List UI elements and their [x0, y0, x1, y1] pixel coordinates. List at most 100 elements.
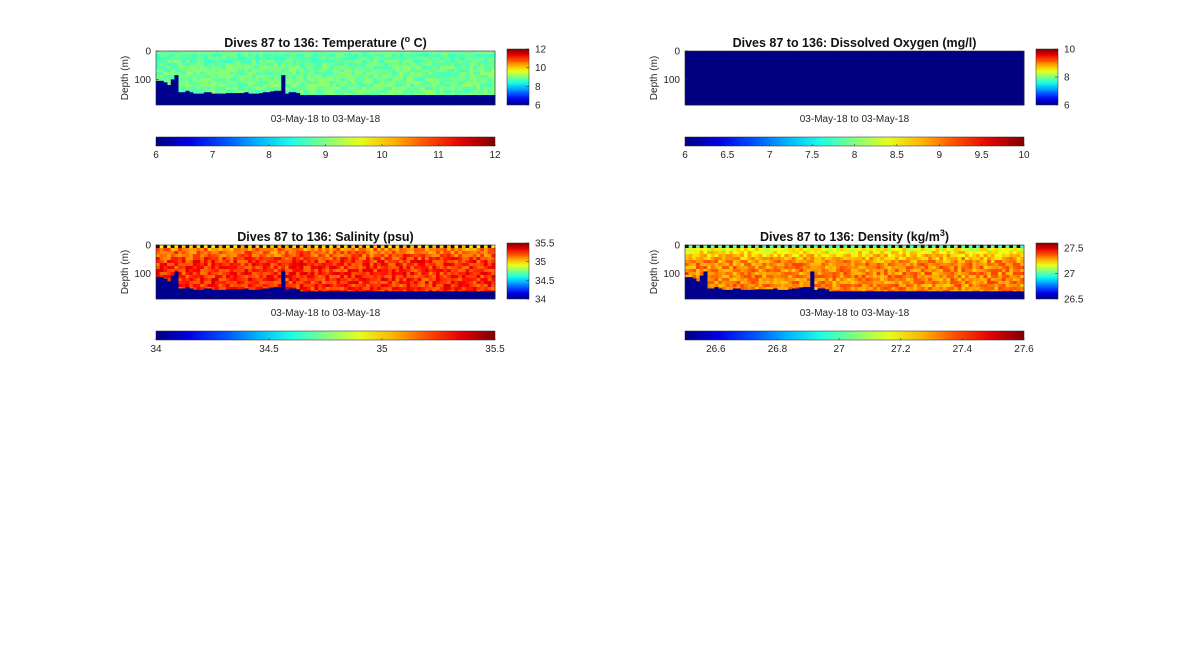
heatmap-cell [483, 84, 489, 88]
heatmap-cell [178, 75, 183, 79]
heatmap-cell [788, 60, 793, 64]
heatmap-cell [288, 257, 293, 261]
heatmap-cell [836, 72, 841, 76]
colorbar-tick-label: 7 [210, 150, 216, 161]
heatmap-cell [303, 251, 308, 255]
heatmap-cell [181, 72, 186, 76]
heatmap-cell [299, 87, 304, 91]
heatmap-cell [769, 81, 774, 85]
heatmap-cell [310, 69, 315, 73]
heatmap-cell [222, 81, 227, 85]
heatmap-cell [487, 93, 492, 97]
heatmap-cell [299, 278, 304, 282]
heatmap-cell [791, 81, 796, 85]
heatmap-cell [469, 51, 474, 55]
heatmap-cell [472, 93, 477, 97]
heatmap-cell [391, 248, 396, 252]
heatmap-cell [406, 248, 411, 252]
heatmap-cell [259, 284, 264, 288]
heatmap-cell [218, 87, 223, 91]
heatmap-cell [351, 266, 356, 270]
heatmap-cell [968, 51, 973, 55]
heatmap-cell [240, 84, 245, 88]
heatmap-cell [156, 66, 161, 70]
heatmap-cell [421, 257, 426, 261]
heatmap-cell [417, 78, 422, 82]
heatmap-cell [196, 63, 201, 67]
heatmap-cell [413, 84, 419, 88]
heatmap-cell [836, 54, 841, 58]
heatmap-cell [299, 93, 304, 97]
no-data-column [244, 92, 249, 105]
heatmap-cell [248, 75, 253, 79]
heatmap-cell [428, 81, 433, 85]
heatmap-cell [340, 260, 345, 264]
heatmap-cell [721, 81, 726, 85]
heatmap-cell [703, 72, 708, 76]
heatmap-cell [214, 54, 220, 58]
heatmap-cell [821, 99, 826, 103]
heatmap-cell [432, 284, 437, 288]
heatmap-cell [802, 102, 807, 106]
heatmap-cell [299, 90, 304, 94]
heatmap-cell [377, 90, 382, 94]
heatmap-cell [743, 84, 749, 88]
heatmap-cell [876, 66, 881, 70]
heatmap-cell [979, 57, 984, 61]
heatmap-cell [998, 90, 1003, 94]
heatmap-cell [218, 63, 223, 67]
heatmap-cell [156, 60, 161, 64]
heatmap-cell [443, 278, 448, 282]
heatmap-cell [935, 102, 940, 106]
heatmap-cell [465, 54, 470, 58]
heatmap-cell [362, 260, 367, 264]
heatmap-cell [806, 93, 811, 97]
heatmap-cell [854, 60, 859, 64]
heatmap-cell [321, 260, 326, 264]
heatmap-cell [847, 78, 852, 82]
heatmap-cell [832, 84, 837, 88]
heatmap-cell [876, 90, 881, 94]
heatmap-cell [443, 257, 448, 261]
heatmap-cell [432, 54, 437, 58]
heatmap-cell [251, 287, 256, 291]
heatmap-cell [443, 75, 448, 79]
heatmap-cell [721, 51, 726, 55]
heatmap-cell [332, 278, 337, 282]
heatmap-cell [751, 93, 756, 97]
heatmap-cell [318, 54, 323, 58]
heatmap-cell [895, 99, 900, 103]
heatmap-cell [718, 69, 723, 73]
heatmap-cell [443, 57, 448, 61]
heatmap-cell [307, 87, 312, 91]
heatmap-cell [806, 57, 811, 61]
heatmap-cell [428, 75, 433, 79]
heatmap-cell [740, 63, 745, 67]
heatmap-cell [384, 251, 389, 255]
heatmap-cell [887, 69, 892, 73]
heatmap-cell [854, 84, 859, 88]
heatmap-cell [450, 72, 455, 76]
heatmap-cell [946, 51, 951, 55]
heatmap-cell [413, 275, 419, 279]
heatmap-cell [369, 272, 374, 276]
heatmap-cell [203, 269, 208, 273]
heatmap-cell [836, 57, 841, 61]
heatmap-cell [736, 72, 741, 76]
heatmap-cell [432, 245, 437, 249]
heatmap-cell [968, 57, 973, 61]
no-data-column [273, 90, 278, 105]
heatmap-cell [226, 269, 231, 273]
heatmap-cell [303, 278, 308, 282]
heatmap-cell [710, 54, 715, 58]
heatmap-cell [953, 72, 959, 76]
heatmap-cell [718, 60, 723, 64]
heatmap-cell [454, 75, 459, 79]
heatmap-cell [259, 275, 264, 279]
heatmap-cell [391, 63, 396, 67]
heatmap-cell [200, 81, 205, 85]
heatmap-cell [791, 90, 796, 94]
heatmap-cell [447, 66, 452, 70]
heatmap-cell [288, 275, 293, 279]
heatmap-cell [174, 66, 179, 70]
